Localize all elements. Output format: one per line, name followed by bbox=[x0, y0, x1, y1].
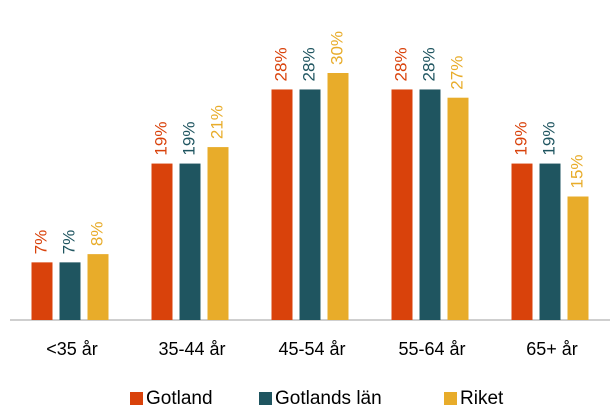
data-label: 7% bbox=[59, 230, 78, 255]
legend-label: Gotlands län bbox=[275, 388, 382, 409]
bar bbox=[31, 262, 53, 320]
data-label: 19% bbox=[151, 122, 170, 156]
bar bbox=[299, 89, 321, 320]
data-label: 8% bbox=[87, 222, 106, 247]
bar bbox=[539, 163, 561, 320]
x-tick-label: 65+ år bbox=[526, 339, 578, 359]
bar bbox=[179, 163, 201, 320]
legend-swatch bbox=[444, 392, 457, 405]
legend-swatch bbox=[130, 392, 143, 405]
data-label: 28% bbox=[391, 47, 410, 81]
legend-swatch bbox=[259, 392, 272, 405]
bar bbox=[271, 89, 293, 320]
data-label: 28% bbox=[299, 47, 318, 81]
bar bbox=[59, 262, 81, 320]
data-label: 28% bbox=[271, 47, 290, 81]
bar bbox=[567, 196, 589, 320]
x-tick-label: 45-54 år bbox=[278, 339, 345, 359]
bar bbox=[87, 254, 109, 320]
data-label: 19% bbox=[511, 122, 530, 156]
data-label: 7% bbox=[31, 230, 50, 255]
legend-label: Gotland bbox=[146, 388, 213, 409]
data-label: 19% bbox=[539, 122, 558, 156]
bar bbox=[447, 97, 469, 320]
x-tick-label: 55-64 år bbox=[398, 339, 465, 359]
data-label: 30% bbox=[327, 31, 346, 65]
x-tick-label: 35-44 år bbox=[158, 339, 225, 359]
data-label: 27% bbox=[447, 56, 466, 90]
bar bbox=[207, 147, 229, 320]
data-label: 15% bbox=[567, 154, 586, 188]
bar bbox=[419, 89, 441, 320]
data-label: 28% bbox=[419, 47, 438, 81]
bar bbox=[511, 163, 533, 320]
x-tick-label: <35 år bbox=[46, 339, 98, 359]
data-label: 21% bbox=[207, 105, 226, 139]
legend-label: Riket bbox=[460, 388, 504, 409]
bar bbox=[391, 89, 413, 320]
bar bbox=[151, 163, 173, 320]
data-label: 19% bbox=[179, 122, 198, 156]
bar bbox=[327, 73, 349, 320]
